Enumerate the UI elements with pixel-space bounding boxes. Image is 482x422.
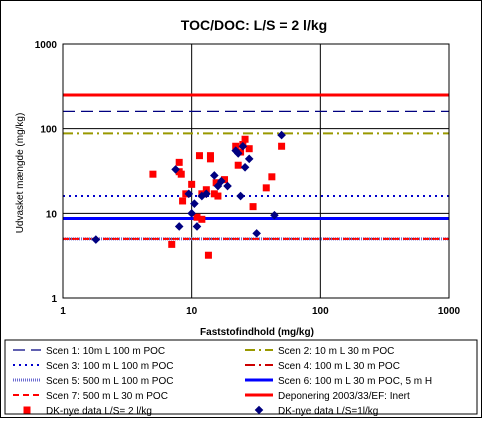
blue-diamond-marker	[190, 199, 199, 208]
legend-label: Scen 5: 500 m L 100 m POC	[46, 376, 173, 387]
blue-diamond-marker	[233, 149, 243, 158]
legend-label: Scen 1: 10m L 100 m POC	[46, 346, 165, 357]
legend-box	[4, 339, 478, 415]
blue-diamond-marker	[223, 181, 232, 191]
blue-diamond-marker	[210, 171, 219, 180]
x-tick-label: 10	[186, 306, 198, 317]
legend-label: Scen 3: 100 m L 100 m POC	[46, 361, 173, 372]
red-square-marker	[193, 213, 201, 221]
x-tick-label: 100	[312, 306, 329, 317]
red-square-marker	[234, 161, 242, 169]
red-square-marker	[149, 170, 157, 178]
red-square-marker	[249, 203, 257, 211]
blue-diamond-marker	[213, 181, 223, 191]
red-square-marker	[210, 190, 218, 198]
blue-diamond-marker	[217, 176, 226, 186]
legend-label: Scen 2: 10 m L 30 m POC	[278, 346, 394, 357]
blue-diamond-marker	[91, 235, 101, 244]
x-axis-label: Faststofindhold (mg/kg)	[200, 327, 314, 338]
red-square-marker	[241, 135, 249, 143]
chart-title: TOC/DOC: L/S = 2 l/kg	[181, 17, 327, 33]
red-square-marker	[232, 142, 240, 150]
red-square-marker	[168, 240, 176, 248]
blue-diamond-marker	[192, 222, 202, 231]
red-square-marker	[177, 170, 185, 178]
data-points	[91, 130, 286, 259]
y-tick-label: 100	[40, 125, 57, 136]
legend-swatch-marker	[23, 406, 31, 414]
legend-label: Scen 7: 500 m L 30 m POC	[46, 391, 168, 402]
reference-lines	[63, 93, 449, 241]
y-tick-label: 1	[51, 294, 57, 305]
red-square-marker	[212, 179, 220, 187]
y-axis-label: Udvasket mængde (mg/kg)	[15, 113, 26, 234]
blue-diamond-marker	[270, 210, 279, 220]
legend-label: DK-nye data L/S= 2 l/kg	[46, 406, 152, 417]
blue-diamond-marker	[252, 229, 261, 238]
blue-diamond-marker	[174, 222, 184, 231]
legend-swatch-marker	[254, 405, 264, 415]
legend-label: Scen 4: 100 m L 30 m POC	[278, 361, 400, 372]
blue-diamond-marker	[277, 130, 286, 140]
red-square-marker	[268, 173, 276, 181]
red-square-marker	[278, 142, 286, 150]
plot-area	[62, 43, 450, 299]
red-square-marker	[198, 215, 206, 223]
blue-diamond-marker	[202, 189, 211, 199]
legend-label: Scen 6: 100 m L 30 m POC, 5 m H	[278, 376, 432, 387]
blue-diamond-marker	[171, 165, 180, 174]
red-square-marker	[179, 197, 187, 205]
legend-label: DK-nye data L/S=1l/kg	[278, 406, 378, 417]
blue-diamond-marker	[236, 191, 245, 201]
blue-diamond-marker	[244, 154, 254, 164]
blue-diamond-marker	[184, 189, 194, 199]
red-square-marker	[262, 184, 270, 192]
legend: Scen 1: 10m L 100 m POC Scen 2: 10 m L 30…	[4, 339, 478, 417]
red-square-marker	[195, 152, 203, 160]
legend-label: Deponering 2003/33/EF: Inert	[278, 391, 410, 402]
red-square-marker	[206, 152, 214, 160]
y-tick-label: 1000	[35, 40, 58, 51]
red-square-marker	[204, 251, 212, 259]
y-tick-label: 10	[46, 209, 58, 220]
tick-labels: 1 10 100 1000 1 10 100 1000	[35, 40, 461, 317]
red-square-marker	[245, 145, 253, 153]
blue-diamond-marker	[187, 209, 196, 218]
red-square-marker	[175, 158, 183, 166]
x-tick-label: 1	[60, 306, 66, 317]
x-tick-label: 1000	[438, 306, 461, 317]
red-square-marker	[188, 180, 196, 188]
grid	[63, 44, 449, 298]
blue-diamond-marker	[238, 141, 248, 151]
blue-diamond-marker	[240, 162, 250, 172]
red-square-marker	[214, 192, 222, 200]
red-square-marker	[221, 176, 229, 184]
